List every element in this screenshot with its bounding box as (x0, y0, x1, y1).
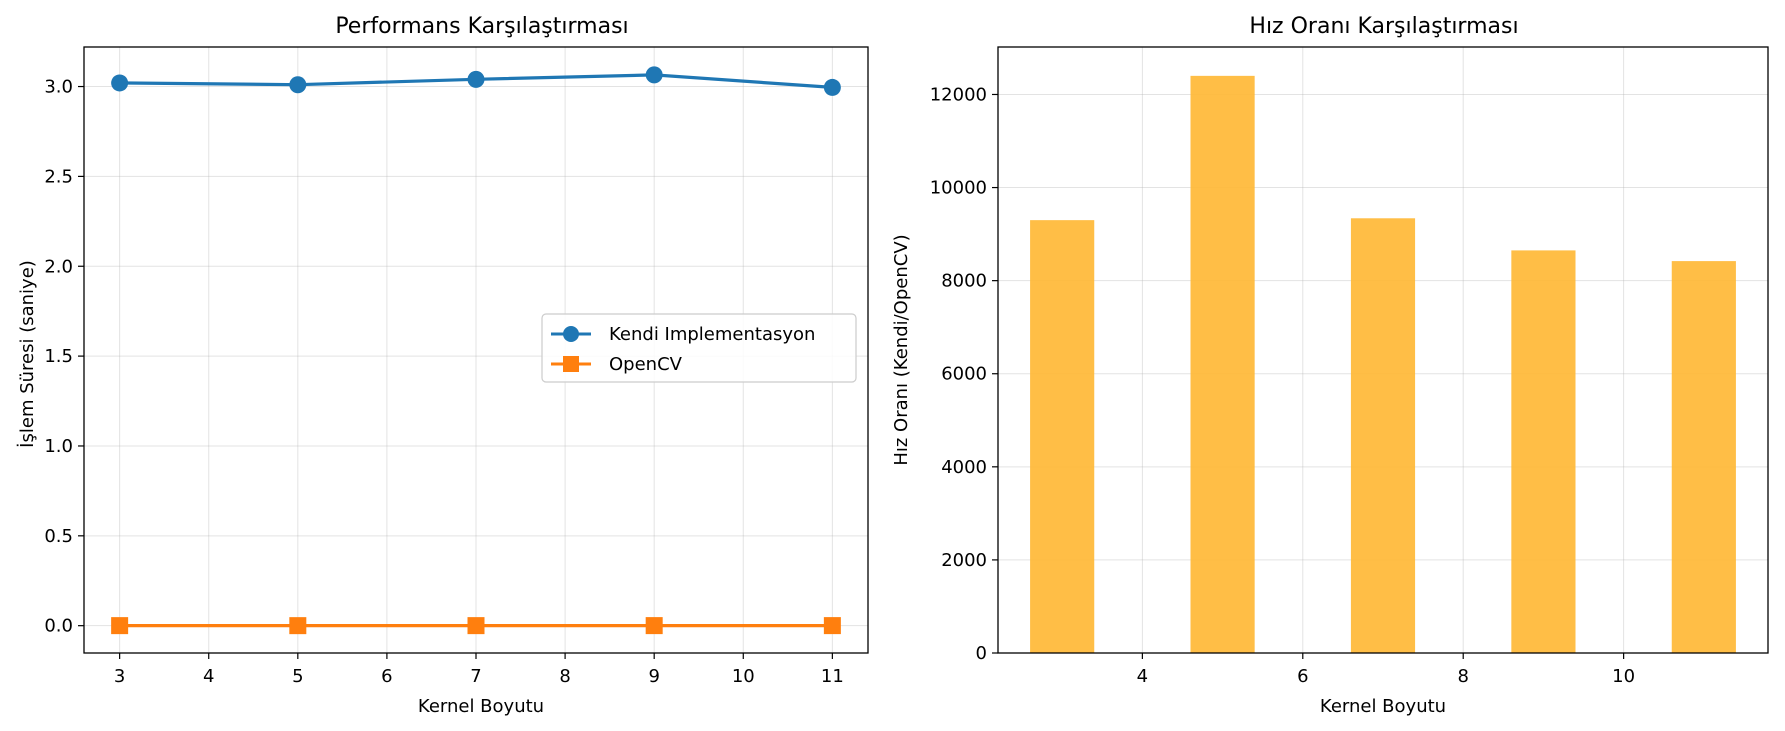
chart2-ylabel: Hız Oranı (Kendi/OpenCV) (891, 234, 912, 465)
series-0-point (467, 70, 485, 88)
chart1-x-ticks: 3 4 5 6 7 8 9 10 11 (114, 653, 844, 687)
bar-kernel-11 (1671, 261, 1736, 653)
chart1-y-tick-label: 2.5 (44, 166, 73, 187)
chart2-frame (997, 46, 1769, 654)
speed-ratio-bar-chart: Hız Oranı Karşılaştırması 4 6 8 10 0 2000 400… (891, 14, 1769, 717)
chart2-x-tick-label: 8 (1457, 666, 1468, 687)
series-1-point (111, 617, 129, 635)
chart2-y-ticks: 0 2000 4000 6000 8000 10000 12000 (930, 84, 998, 664)
chart2-y-tick-label: 6000 (941, 364, 987, 385)
chart2-x-tick-label: 6 (1297, 666, 1308, 687)
chart1-x-tick-label: 11 (821, 666, 844, 687)
chart2-x-ticks: 4 6 8 10 (1137, 653, 1635, 687)
chart2-y-tick-label: 10000 (930, 178, 987, 199)
series-1-point (467, 617, 485, 635)
series-1-point (289, 617, 307, 635)
chart1-y-tick-label: 0.5 (44, 526, 73, 547)
chart1-x-tick-label: 3 (114, 666, 125, 687)
chart2-y-tick-label: 0 (976, 643, 987, 664)
chart1-x-tick-label: 10 (732, 666, 755, 687)
bar-kernel-7 (1350, 218, 1416, 653)
chart1-x-tick-label: 8 (559, 666, 570, 687)
series-0-point (111, 74, 129, 92)
chart1-y-tick-label: 1.0 (44, 436, 73, 457)
chart2-y-tick-label: 4000 (941, 457, 987, 478)
series-0-point (645, 66, 663, 84)
series-1-point (645, 617, 663, 635)
performance-line-chart: Performans Karşılaştırması 3 4 5 6 7 8 9 10 11 0… (17, 14, 869, 717)
chart2-bars (1030, 75, 1736, 654)
chart2-x-tick-label: 10 (1612, 666, 1635, 687)
chart1-xlabel: Kernel Boyutu (418, 696, 544, 717)
chart1-title: Performans Karşılaştırması (335, 14, 628, 39)
legend-label-opencv: OpenCV (609, 354, 683, 375)
chart2-x-tick-label: 4 (1137, 666, 1148, 687)
chart1-x-tick-label: 6 (381, 666, 392, 687)
chart1-x-tick-label: 7 (470, 666, 481, 687)
series-0-point (823, 78, 841, 96)
bar-kernel-3 (1030, 220, 1095, 653)
chart1-x-tick-label: 9 (648, 666, 659, 687)
legend-label-kendi: Kendi Implementasyon (609, 324, 815, 345)
chart2-y-tick-label: 8000 (941, 271, 987, 292)
chart1-y-tick-label: 2.0 (44, 256, 73, 277)
bar-kernel-9 (1511, 250, 1576, 654)
legend-marker-opencv (563, 356, 579, 372)
series-1-point (823, 617, 841, 635)
chart1-y-tick-label: 0.0 (44, 616, 73, 637)
chart1-x-tick-label: 5 (292, 666, 303, 687)
chart1-ylabel: İşlem Süresi (saniye) (17, 260, 38, 448)
series-0-point (289, 76, 307, 94)
chart1-series (111, 66, 841, 635)
chart1-y-ticks: 0.0 0.5 1.0 1.5 2.0 2.5 3.0 (44, 77, 84, 637)
chart2-title: Hız Oranı Karşılaştırması (1249, 14, 1518, 39)
bar-kernel-5 (1190, 75, 1255, 654)
chart1-y-tick-label: 3.0 (44, 77, 73, 98)
legend-marker-kendi (563, 326, 579, 342)
legend-frame (541, 313, 857, 383)
chart1-legend: Kendi Implementasyon OpenCV (541, 313, 857, 383)
chart1-x-tick-label: 4 (203, 666, 214, 687)
chart2-y-tick-label: 12000 (930, 84, 987, 105)
chart2-xlabel: Kernel Boyutu (1320, 696, 1446, 717)
chart2-y-tick-label: 2000 (941, 550, 987, 571)
chart1-y-tick-label: 1.5 (44, 346, 73, 367)
